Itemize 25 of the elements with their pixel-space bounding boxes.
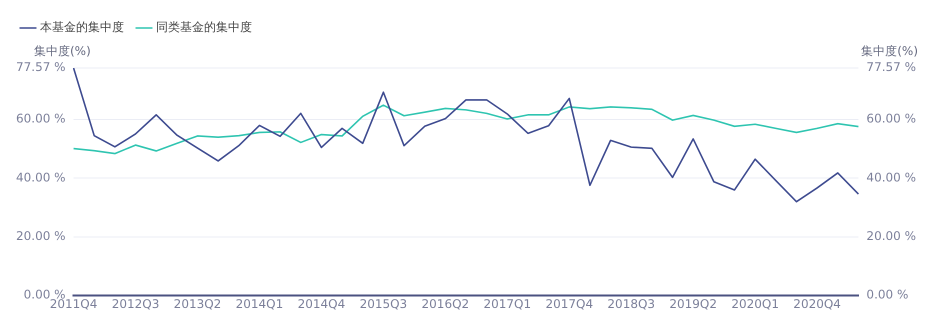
- x-tick-label: 2016Q2: [422, 296, 470, 311]
- x-tick-label: 2018Q3: [607, 296, 656, 311]
- x-tick-label: 2013Q2: [174, 296, 222, 311]
- y2-tick-label: 0.00 %: [866, 288, 908, 302]
- y2-tick-label: 20.00 %: [866, 229, 916, 244]
- legend-label: 本基金的集中度: [40, 20, 124, 34]
- y-tick-label: 40.00 %: [16, 170, 66, 184]
- x-tick-label: 2020Q1: [731, 296, 779, 311]
- y-tick-label: 60.00 %: [16, 112, 66, 126]
- x-tick-label: 2014Q1: [236, 296, 284, 311]
- y-axis-title: 集中度(%): [34, 44, 91, 58]
- y2-axis-title: 集中度(%): [861, 44, 918, 58]
- x-tick-label: 2015Q3: [360, 296, 408, 311]
- x-tick-label: 2012Q3: [112, 296, 160, 311]
- x-tick-label: 2020Q4: [793, 296, 841, 311]
- y2-tick-label: 77.57 %: [866, 60, 916, 74]
- x-tick-label: 2017Q4: [545, 296, 594, 311]
- legend-label: 同类基金的集中度: [156, 20, 252, 34]
- x-tick-label: 2019Q2: [669, 296, 718, 311]
- y-tick-label: 20.00 %: [16, 229, 66, 244]
- y-tick-label: 77.57 %: [16, 60, 66, 74]
- x-tick-label: 2017Q1: [483, 296, 532, 311]
- y2-tick-label: 40.00 %: [866, 170, 916, 184]
- y2-tick-label: 60.00 %: [866, 112, 916, 126]
- x-tick-label: 2014Q4: [298, 296, 346, 311]
